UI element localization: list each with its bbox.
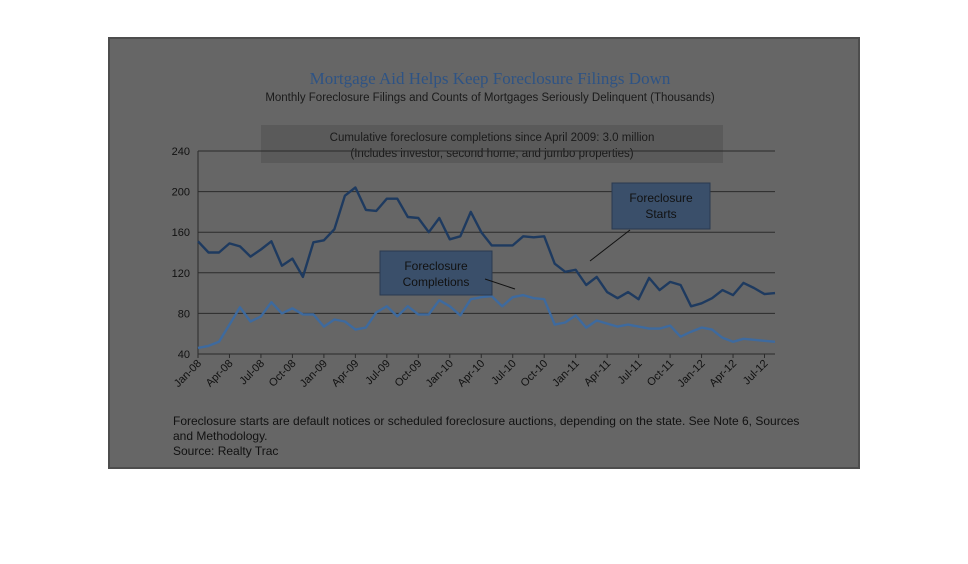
y-tick-label: 120	[172, 268, 190, 280]
series-line-foreclosure-starts	[197, 186, 776, 308]
starts-callout: Foreclosure Starts	[589, 182, 711, 262]
x-tick-label: Jan-08	[172, 358, 204, 390]
x-tick-label: Apr-10	[456, 358, 488, 390]
x-tick-label: Jul-08	[237, 358, 267, 388]
footnote-line-2: and Methodology.	[173, 429, 268, 443]
annotation-line-2: (Includes investor, second home, and jum…	[350, 148, 633, 160]
chart-panel: Mortgage Aid Helps Keep Foreclosure Fili…	[108, 37, 860, 469]
starts-callout-line-1: Foreclosure	[629, 191, 693, 205]
starts-callout-box	[611, 182, 711, 230]
x-tick-label: Jan-10	[424, 358, 456, 390]
x-tick-label: Jan-12	[675, 358, 707, 390]
x-tick-label: Jan-11	[550, 358, 582, 390]
series-lines	[197, 186, 776, 350]
y-tick-label: 160	[172, 227, 190, 239]
x-tick-label: Apr-09	[330, 358, 362, 390]
chart-svg: Mortgage Aid Helps Keep Foreclosure Fili…	[172, 69, 800, 458]
x-tick-label: Jul-09	[363, 358, 393, 388]
series-line-foreclosure-completions	[197, 293, 776, 350]
annotation-box	[261, 125, 723, 163]
x-axis-ticks: Jan-08 Apr-08 Jul-08 Oct-08 Jan-09 Apr-09 Jul-…	[172, 354, 771, 390]
starts-callout-line-2: Starts	[645, 207, 676, 221]
x-tick-label: Apr-08	[204, 358, 236, 390]
completions-callout: Foreclosure Completions	[379, 250, 516, 296]
x-tick-label: Oct-10	[518, 358, 550, 390]
y-tick-label: 80	[178, 308, 190, 320]
x-tick-label: Jul-11	[616, 358, 645, 387]
footnote-line-3: Source: Realty Trac	[173, 444, 278, 458]
completions-callout-box	[379, 250, 493, 296]
x-tick-label: Oct-08	[267, 358, 299, 390]
x-tick-label: Apr-12	[707, 358, 739, 390]
completions-callout-pointer	[484, 278, 516, 290]
starts-callout-pointer	[589, 229, 631, 262]
y-tick-label: 200	[172, 187, 190, 199]
completions-callout-line-1: Foreclosure	[404, 259, 468, 273]
x-tick-label: Jan-09	[298, 358, 330, 390]
x-tick-label: Apr-11	[582, 358, 613, 389]
x-tick-label: Jul-12	[741, 358, 771, 388]
chart-subtitle: Monthly Foreclosure Filings and Counts o…	[265, 92, 715, 104]
x-tick-label: Oct-09	[393, 358, 425, 390]
footnote-line-1: Foreclosure starts are default notices o…	[173, 414, 799, 428]
y-tick-label: 40	[178, 349, 190, 361]
chart-title: Mortgage Aid Helps Keep Foreclosure Fili…	[310, 69, 671, 88]
x-tick-label: Oct-11	[645, 358, 676, 389]
x-tick-label: Jul-10	[489, 358, 519, 388]
annotation-line-1: Cumulative foreclosure completions since…	[330, 132, 655, 144]
y-tick-label: 240	[172, 146, 190, 158]
completions-callout-line-2: Completions	[403, 275, 470, 289]
y-axis-ticks: 40 80 120 160 200 240	[172, 146, 190, 361]
